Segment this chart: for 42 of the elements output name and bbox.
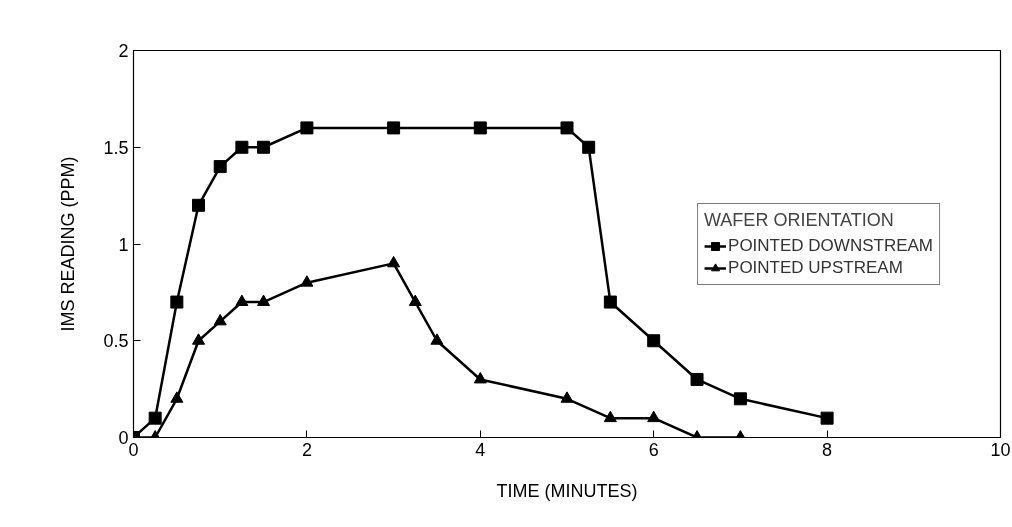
point [603,295,617,309]
legend-label: POINTED UPSTREAM [728,257,903,278]
point [300,275,314,287]
point [213,313,227,326]
x-tick-label: 10 [990,439,1011,460]
point [300,121,314,135]
y-tick-label: 1 [118,234,129,255]
x-tick-label: 4 [475,439,486,460]
y-tick-label: 2 [118,41,129,61]
point [213,160,227,174]
point [148,411,162,425]
point [257,294,271,307]
point [257,140,271,154]
point [582,140,596,154]
point [192,333,206,345]
x-tick-label: 8 [822,439,833,460]
x-tick-label: 2 [301,439,312,460]
point [647,334,661,348]
point [603,410,617,423]
point [235,140,249,154]
y-tick-label: 1.5 [103,137,129,158]
point [560,391,574,403]
point [170,295,184,309]
y-tick-label: 0.5 [103,331,129,352]
point [408,294,422,307]
point [560,121,574,135]
point [387,255,401,268]
point [647,410,661,423]
x-tick-label: 6 [648,439,659,460]
point [473,372,487,384]
point [820,411,834,425]
point [170,391,184,403]
point [430,333,444,345]
legend-title: WAFER ORIENTATION [704,209,895,231]
legend-label: POINTED DOWNSTREAM [728,235,933,256]
point [473,121,487,135]
y-axis-title: IMS READING (PPM) [58,156,79,332]
point [192,198,206,212]
point [690,372,704,386]
x-axis-title: TIME (MINUTES) [496,480,638,501]
point [235,294,249,307]
point [387,121,401,135]
